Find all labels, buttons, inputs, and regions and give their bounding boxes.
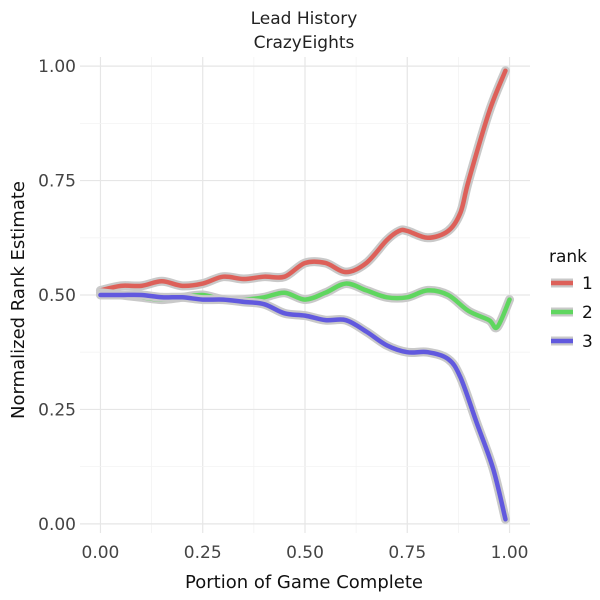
series-1-line: [98, 68, 508, 293]
x-axis-title: Portion of Game Complete: [185, 572, 423, 593]
x-tick-label: 0.00: [82, 543, 120, 563]
y-tick-label: 0.50: [38, 286, 76, 306]
x-tick-label: 1.00: [491, 543, 529, 563]
chart-subtitle: CrazyEights: [254, 33, 355, 53]
series-lines: [95, 66, 515, 524]
x-tick-label: 0.50: [286, 543, 324, 563]
legend-label-3: 3: [582, 332, 593, 352]
y-axis-ticks: 0.00 0.25 0.50 0.75 1.00: [38, 57, 76, 535]
legend: rank 1 2 3: [549, 247, 593, 352]
legend-label-2: 2: [582, 303, 593, 323]
y-tick-label: 0.25: [38, 400, 76, 420]
y-tick-label: 1.00: [38, 57, 76, 77]
chart-title: Lead History: [251, 9, 358, 29]
y-axis-title: Normalized Rank Estimate: [8, 181, 29, 419]
grid: [80, 57, 530, 533]
y-tick-label: 0.00: [38, 515, 76, 535]
legend-title: rank: [549, 247, 587, 267]
series-3-line: [98, 292, 508, 522]
legend-label-1: 1: [582, 274, 593, 294]
x-axis-ticks: 0.00 0.25 0.50 0.75 1.00: [82, 543, 529, 563]
x-tick-label: 0.25: [184, 543, 222, 563]
y-tick-label: 0.75: [38, 172, 76, 192]
x-tick-label: 0.75: [388, 543, 426, 563]
